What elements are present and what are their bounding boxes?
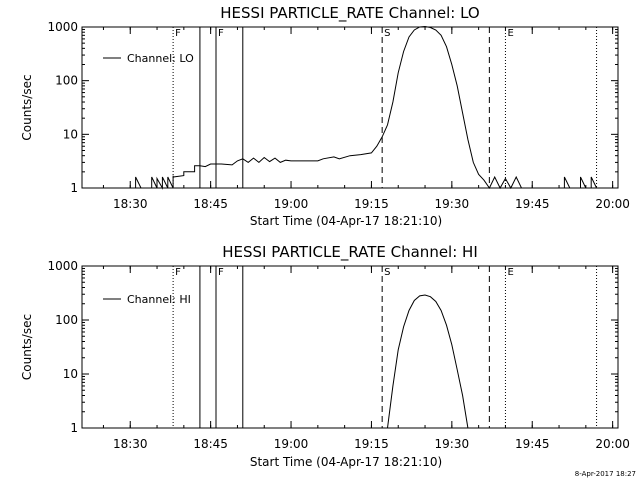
x-tick-label: 19:00 xyxy=(274,197,309,211)
x-tick-label: 19:45 xyxy=(515,437,550,451)
y-tick-label: 1000 xyxy=(47,20,78,34)
x-tick-label: 19:15 xyxy=(354,437,389,451)
event-marker-label: S xyxy=(384,28,390,39)
chart-title: HESSI PARTICLE_RATE Channel: HI xyxy=(222,243,478,262)
plot-area: 1 10 100 1000 18:30 18:45 19:00 19:15 19:30 19:45… xyxy=(47,20,629,211)
y-tick-label: 1 xyxy=(70,181,78,195)
series-line xyxy=(387,294,469,429)
y-axis-label: Counts/sec xyxy=(20,74,34,140)
x-axis-label: Start Time (04-Apr-17 18:21:10) xyxy=(250,214,442,228)
event-marker-label: E xyxy=(507,28,513,39)
chart-panel-hi: HESSI PARTICLE_RATE Channel: HI Counts/s… xyxy=(20,243,630,469)
y-tick-label: 1 xyxy=(70,421,78,435)
legend-label: Channel: LO xyxy=(127,52,194,65)
x-tick-label: 20:00 xyxy=(595,437,630,451)
x-tick-label: 18:30 xyxy=(113,197,148,211)
y-tick-label: 100 xyxy=(55,74,78,88)
legend: Channel: LO xyxy=(103,52,194,65)
footer-timestamp: 8-Apr-2017 18:27 xyxy=(575,470,636,478)
x-tick-label: 18:45 xyxy=(193,437,228,451)
series-line xyxy=(82,25,618,190)
x-tick-label: 19:15 xyxy=(354,197,389,211)
y-axis-label-wrap: Counts/sec xyxy=(20,314,34,380)
x-tick-label: 19:30 xyxy=(435,437,470,451)
y-tick-label: 10 xyxy=(63,367,78,381)
x-tick-label: 19:45 xyxy=(515,197,550,211)
event-marker-label: S xyxy=(384,267,390,278)
chart-title: HESSI PARTICLE_RATE Channel: LO xyxy=(220,4,479,23)
y-tick-label: 1000 xyxy=(47,259,78,273)
x-tick-label: 19:30 xyxy=(435,197,470,211)
y-tick-label: 100 xyxy=(55,313,78,327)
plot-frame xyxy=(81,26,619,189)
legend-label: Channel: HI xyxy=(127,293,191,306)
x-tick-label: 19:00 xyxy=(274,437,309,451)
x-tick-label: 18:30 xyxy=(113,437,148,451)
event-marker-label: F xyxy=(218,267,224,278)
plot-area: 1 10 100 1000 18:30 18:45 19:00 19:15 19:30 19:45… xyxy=(47,259,629,451)
x-tick-label: 18:45 xyxy=(193,197,228,211)
event-marker-label: F xyxy=(218,28,224,39)
chart-panel-lo: HESSI PARTICLE_RATE Channel: LO Counts/s… xyxy=(20,4,630,228)
x-axis-label: Start Time (04-Apr-17 18:21:10) xyxy=(250,455,442,469)
y-axis-label: Counts/sec xyxy=(20,314,34,380)
x-tick-label: 20:00 xyxy=(595,197,630,211)
y-tick-label: 10 xyxy=(63,127,78,141)
legend: Channel: HI xyxy=(103,293,191,306)
event-marker-label: F xyxy=(175,28,181,39)
event-marker-label: F xyxy=(175,267,181,278)
y-axis-label-wrap: Counts/sec xyxy=(20,74,34,140)
plot-frame xyxy=(81,265,619,429)
event-marker-label: E xyxy=(507,267,513,278)
